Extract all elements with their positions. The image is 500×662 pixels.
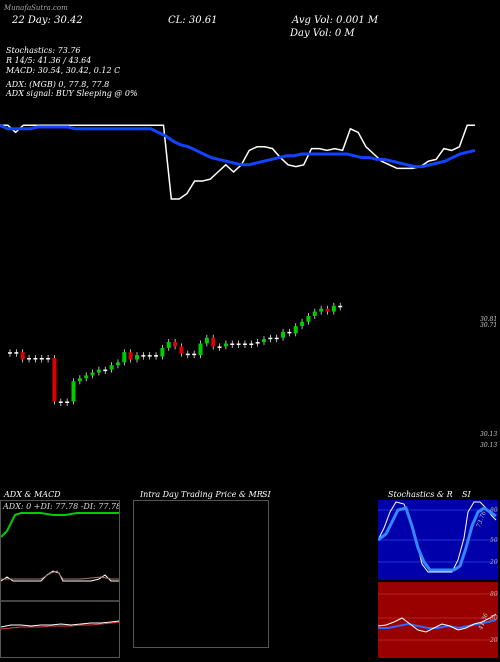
candle-body — [236, 343, 241, 345]
candle-body — [52, 358, 57, 402]
candle-body — [217, 346, 222, 348]
candle-body — [331, 305, 336, 312]
candle-body — [319, 308, 324, 312]
intraday-panel-title: Intra Day Trading Price & MR — [140, 490, 263, 499]
candle-body — [268, 337, 273, 340]
candle-body — [14, 352, 19, 354]
candle-body — [185, 353, 190, 356]
adx-panel-title: ADX & MACD — [4, 490, 61, 499]
r-tick-50: 50 — [490, 615, 498, 622]
candle-body — [230, 343, 235, 345]
intraday-panel — [133, 500, 269, 648]
candle-body — [242, 343, 247, 345]
candle-body — [103, 369, 108, 372]
price-tick-bot2: 30.13 — [480, 442, 497, 449]
stoch-panel: 80 50 20 73.76 80 50 20 41.36 — [377, 500, 498, 658]
candle-body — [109, 365, 114, 370]
candle-body — [281, 331, 286, 338]
candle-body — [46, 358, 51, 360]
ma-line-1 — [0, 123, 476, 169]
adx-readout: ADX: (MGB) 0, 77.8, 77.8 — [6, 80, 110, 89]
candle-body — [249, 343, 254, 345]
candle-body — [141, 355, 146, 357]
candle-body — [160, 347, 165, 357]
candle-body — [287, 331, 292, 334]
candle-body — [262, 339, 266, 343]
price-tick-top1: 30.81 — [480, 316, 497, 323]
candle-body — [135, 355, 139, 360]
candle-body — [84, 375, 89, 379]
candle-body — [179, 346, 184, 354]
day-label: 22 Day: 30.42 — [12, 15, 83, 26]
macd-readout: MACD: 30.54, 30.42, 0.12 C — [6, 66, 121, 75]
candle-body — [8, 352, 12, 354]
candle-body — [147, 355, 152, 357]
candle-body — [211, 337, 216, 347]
candle-body — [204, 337, 209, 344]
candle-body — [338, 305, 343, 308]
moving-average-lines — [0, 123, 476, 200]
header-line: MunafaSutra.com — [4, 4, 68, 12]
candle-body — [77, 378, 82, 382]
stoch-tick-50: 50 — [490, 537, 498, 544]
candle-body — [115, 362, 120, 366]
candle-body — [173, 342, 178, 347]
candle-body — [198, 343, 203, 356]
r-readout: R 14/5: 41.36 / 43.64 — [6, 56, 92, 65]
candle-body — [58, 401, 63, 403]
day-vol-label: Day Vol: 0 M — [290, 28, 355, 39]
candle-body — [274, 337, 279, 340]
candle-body — [325, 308, 330, 312]
stoch-tick-20: 20 — [489, 559, 498, 566]
adx-signal-readout: ADX signal: BUY Sleeping @ 0% — [6, 89, 138, 98]
candle-body — [306, 315, 311, 322]
candle-body — [96, 369, 101, 373]
candle-body — [71, 381, 76, 402]
candle-body — [293, 326, 298, 334]
candle-body — [300, 321, 305, 327]
adx-panel: ADX: 0 +DI: 77.78 -DI: 77.78 — [0, 500, 121, 658]
price-tick-top2: 30.71 — [480, 322, 497, 329]
candle-body — [223, 343, 228, 347]
intraday-panel-title-right: SI — [262, 490, 271, 499]
candle-body — [192, 353, 197, 356]
stoch-panel-title: Stochastics & R — [388, 490, 453, 499]
candle-body — [90, 372, 95, 376]
candle-body — [27, 358, 32, 360]
stoch-tick-80: 80 — [490, 507, 498, 514]
price-tick-bot1: 30.13 — [480, 431, 497, 438]
r-tick-80: 80 — [490, 591, 498, 598]
candle-body — [312, 311, 317, 316]
candle-body — [65, 401, 70, 403]
main-price-chart: 27 May29 May31 May03 Jun05 Jun07 Jun11 J… — [0, 123, 497, 449]
stoch-readout: Stochastics: 73.76 — [6, 46, 81, 55]
candle-body — [166, 342, 171, 348]
ma-line-0 — [0, 124, 475, 200]
candle-body — [33, 358, 38, 360]
adx-values-label: ADX: 0 +DI: 77.78 -DI: 77.78 — [2, 502, 119, 511]
candle-body — [20, 352, 25, 360]
stoch-panel-title-right: SI — [462, 490, 471, 499]
avg-vol-label: Avg Vol: 0.001 M — [292, 15, 379, 26]
candle-body — [255, 342, 260, 344]
candle-body — [122, 352, 127, 363]
candle-body — [39, 358, 44, 360]
r-tick-20: 20 — [489, 637, 498, 644]
close-label: CL: 30.61 — [168, 15, 218, 26]
candle-body — [154, 355, 159, 357]
candlesticks — [8, 302, 343, 406]
candle-body — [128, 352, 133, 360]
